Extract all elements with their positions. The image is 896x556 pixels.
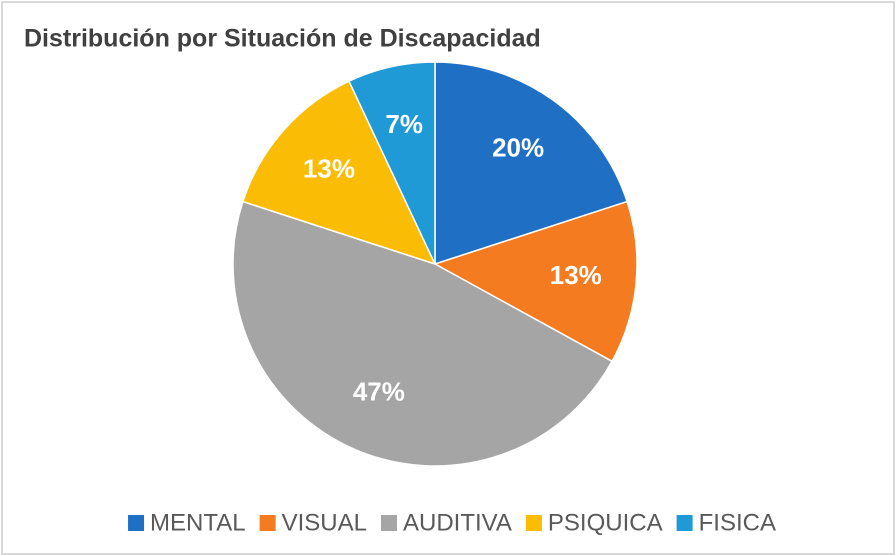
legend: MENTAL VISUAL AUDITIVA PSIQUICA FISICA xyxy=(128,509,776,536)
pie-slice xyxy=(433,200,638,363)
legend-swatch xyxy=(128,515,145,531)
legend-swatch xyxy=(525,515,542,531)
pie-slice xyxy=(347,61,436,265)
legend-swatch xyxy=(676,515,693,531)
data-label: 47% xyxy=(353,377,405,407)
data-label: 20% xyxy=(492,132,544,162)
pie-slice xyxy=(232,200,614,467)
legend-label: AUDITIVA xyxy=(403,509,512,536)
legend-label: FISICA xyxy=(699,509,776,536)
legend-label: VISUAL xyxy=(282,509,367,536)
legend-label: MENTAL xyxy=(150,509,246,536)
data-label: 13% xyxy=(303,153,355,183)
legend-swatch xyxy=(259,515,276,531)
pie-slice xyxy=(241,80,437,266)
pie-slice xyxy=(434,61,629,266)
data-label: 7% xyxy=(385,109,423,139)
legend-swatch xyxy=(381,515,397,531)
data-label: 13% xyxy=(550,260,602,290)
legend-label: PSIQUICA xyxy=(548,509,663,536)
chart-title: Distribución por Situación de Discapacid… xyxy=(24,25,541,53)
